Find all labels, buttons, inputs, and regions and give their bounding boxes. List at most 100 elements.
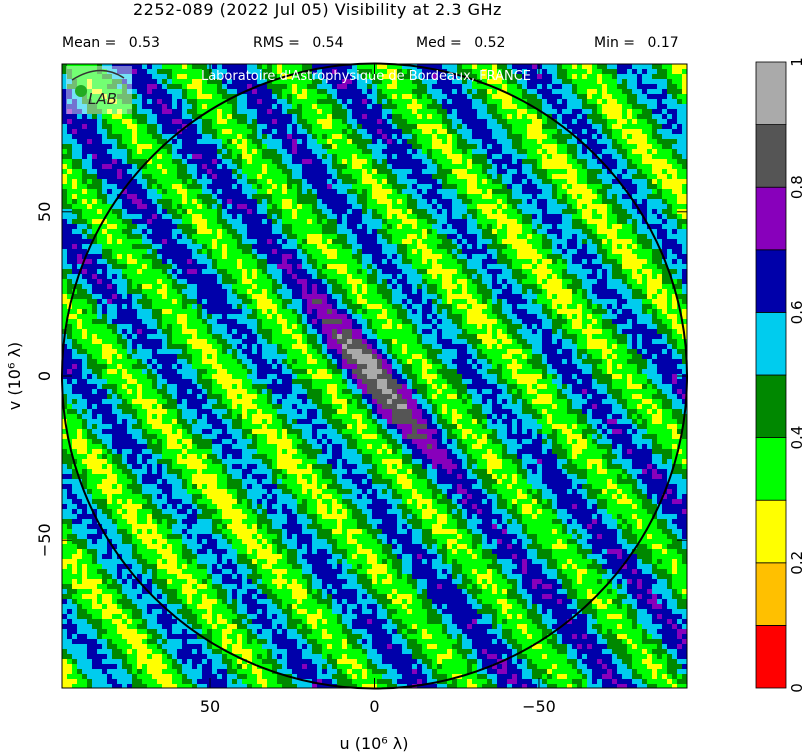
heatmap-cell <box>447 199 453 205</box>
heatmap-cell <box>282 174 288 180</box>
heatmap-cell <box>372 234 378 240</box>
heatmap-cell <box>322 149 328 155</box>
heatmap-cell <box>452 104 458 110</box>
heatmap-cell <box>537 169 543 175</box>
heatmap-cell <box>397 169 403 175</box>
heatmap-cell <box>362 94 368 100</box>
heatmap-cell <box>197 254 203 260</box>
heatmap-cell <box>132 74 138 80</box>
heatmap-cell <box>337 159 343 165</box>
heatmap-cell <box>657 94 663 100</box>
heatmap-cell <box>492 239 498 245</box>
heatmap-cell <box>412 89 418 95</box>
heatmap-cell <box>137 69 143 75</box>
heatmap-cell <box>542 259 548 265</box>
heatmap-cell <box>372 139 378 145</box>
heatmap-cell <box>597 64 603 70</box>
heatmap-cell <box>267 234 273 240</box>
heatmap-cell <box>522 94 528 100</box>
heatmap-cell <box>577 174 583 180</box>
heatmap-cell <box>542 204 548 210</box>
heatmap-cell <box>82 244 88 250</box>
heatmap-cell <box>497 84 503 90</box>
heatmap-cell <box>362 179 368 185</box>
heatmap-cell <box>507 184 513 190</box>
heatmap-cell <box>567 239 573 245</box>
heatmap-cell <box>632 229 638 235</box>
heatmap-cell <box>582 104 588 110</box>
heatmap-cell <box>497 179 503 185</box>
heatmap-cell <box>622 119 628 125</box>
heatmap-cell <box>272 159 278 165</box>
heatmap-cell <box>212 179 218 185</box>
heatmap-cell <box>617 189 623 195</box>
heatmap-cell <box>402 204 408 210</box>
heatmap-cell <box>152 244 158 250</box>
heatmap-cell <box>502 164 508 170</box>
heatmap-cell <box>227 64 233 70</box>
heatmap-cell <box>162 179 168 185</box>
heatmap-cell <box>237 119 243 125</box>
heatmap-cell <box>492 74 498 80</box>
heatmap-cell <box>572 109 578 115</box>
heatmap-cell <box>677 114 683 120</box>
heatmap-cell <box>602 139 608 145</box>
heatmap-cell <box>247 89 253 95</box>
heatmap-cell <box>272 114 278 120</box>
heatmap-cell <box>127 104 133 110</box>
heatmap-cell <box>482 229 488 235</box>
heatmap-cell <box>572 99 578 105</box>
heatmap-cell <box>182 94 188 100</box>
heatmap-cell <box>482 189 488 195</box>
heatmap-cell <box>557 214 563 220</box>
heatmap-cell <box>297 249 303 255</box>
heatmap-cell <box>312 154 318 160</box>
heatmap-cell <box>182 69 188 75</box>
heatmap-cell <box>477 169 483 175</box>
heatmap-cell <box>452 114 458 120</box>
heatmap-cell <box>322 204 328 210</box>
heatmap-cell <box>562 174 568 180</box>
heatmap-cell <box>242 204 248 210</box>
heatmap-cell <box>517 109 523 115</box>
heatmap-cell <box>352 244 358 250</box>
heatmap-cell <box>272 139 278 145</box>
heatmap-cell <box>137 119 143 125</box>
heatmap-cell <box>667 74 673 80</box>
heatmap-cell <box>272 259 278 265</box>
heatmap-cell <box>447 214 453 220</box>
heatmap-cell <box>317 239 323 245</box>
heatmap-cell <box>637 194 643 200</box>
heatmap-cell <box>87 99 93 105</box>
heatmap-cell <box>247 204 253 210</box>
heatmap-cell <box>457 259 463 265</box>
heatmap-cell <box>232 104 238 110</box>
heatmap-cell <box>662 154 668 160</box>
heatmap-cell <box>577 154 583 160</box>
heatmap-cell <box>407 129 413 135</box>
heatmap-cell <box>297 209 303 215</box>
heatmap-cell <box>162 124 168 130</box>
heatmap-cell <box>87 124 93 130</box>
heatmap-cell <box>582 214 588 220</box>
heatmap-cell <box>132 164 138 170</box>
heatmap-cell <box>112 184 118 190</box>
heatmap-cell <box>137 189 143 195</box>
heatmap-cell <box>442 144 448 150</box>
heatmap-cell <box>242 134 248 140</box>
heatmap-cell <box>87 189 93 195</box>
heatmap-cell <box>322 134 328 140</box>
heatmap-cell <box>357 204 363 210</box>
heatmap-cell <box>202 74 208 80</box>
heatmap-cell <box>332 174 338 180</box>
heatmap-cell <box>542 99 548 105</box>
heatmap-cell <box>152 214 158 220</box>
heatmap-cell <box>592 134 598 140</box>
heatmap-cell <box>437 224 443 230</box>
heatmap-cell <box>502 84 508 90</box>
heatmap-cell <box>392 219 398 225</box>
heatmap-cell <box>92 169 98 175</box>
heatmap-cell <box>332 169 338 175</box>
heatmap-cell <box>267 124 273 130</box>
heatmap-cell <box>92 194 98 200</box>
